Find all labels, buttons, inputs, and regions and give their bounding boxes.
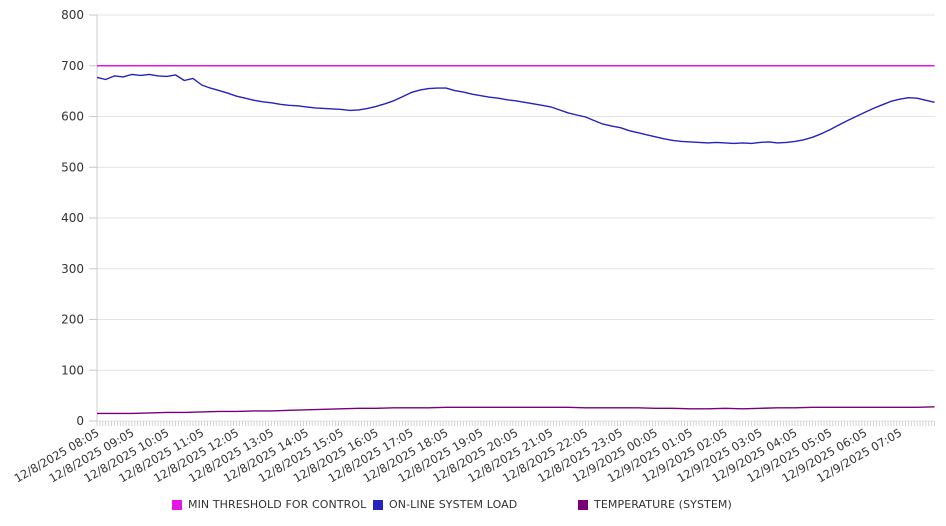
min-threshold-swatch-icon — [172, 499, 182, 510]
online-system-load-swatch-icon — [373, 499, 383, 510]
series-line-1 — [96, 73, 935, 145]
legend-label-min-threshold: MIN THRESHOLD FOR CONTROL — [188, 498, 367, 511]
legend-item-temperature[interactable]: TEMPERATURE (SYSTEM) — [578, 498, 732, 511]
y-axis-label: 300 — [61, 262, 84, 276]
y-axis-label: 500 — [61, 160, 84, 174]
chart-legend: MIN THRESHOLD FOR CONTROL ON-LINE SYSTEM… — [172, 498, 732, 511]
y-axis-label: 600 — [61, 110, 84, 124]
y-axis-label: 0 — [76, 414, 84, 428]
y-axis-label: 200 — [61, 313, 84, 327]
y-axis-label: 800 — [61, 8, 84, 22]
series-line-2 — [97, 406, 935, 415]
y-axis-label: 100 — [61, 363, 84, 377]
legend-item-min-threshold[interactable]: MIN THRESHOLD FOR CONTROL — [172, 498, 373, 511]
y-axis-label: 700 — [61, 59, 84, 73]
legend-item-online-system-load[interactable]: ON-LINE SYSTEM LOAD — [373, 498, 578, 511]
y-axis-label: 400 — [61, 211, 84, 225]
legend-label-temperature: TEMPERATURE (SYSTEM) — [594, 498, 732, 511]
temperature-swatch-icon — [578, 499, 588, 510]
legend-label-online-system-load: ON-LINE SYSTEM LOAD — [389, 498, 518, 511]
